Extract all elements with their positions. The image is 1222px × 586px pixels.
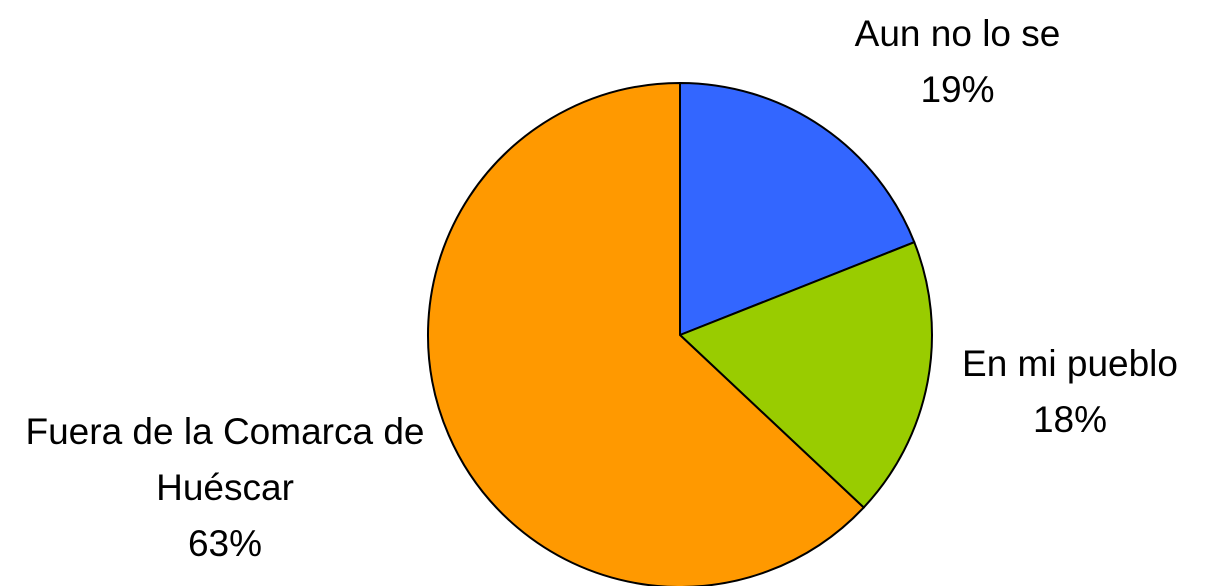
slice-label: Fuera de la Comarca de Huéscar 63% xyxy=(0,404,450,572)
category-label: Aun no lo se xyxy=(854,13,1061,54)
category-label: En mi pueblo xyxy=(962,343,1178,384)
pie-slice xyxy=(427,81,866,586)
category-label: Fuera de la Comarca de Huéscar xyxy=(25,411,425,508)
value-label: 63% xyxy=(187,523,263,564)
slice-label: Aun no lo se 19% xyxy=(820,6,1095,118)
value-label: 18% xyxy=(1032,399,1108,440)
value-label: 19% xyxy=(920,69,995,110)
pie-slice xyxy=(679,81,916,337)
slice-label: En mi pueblo 18% xyxy=(920,336,1220,448)
pie-slice xyxy=(678,240,933,509)
